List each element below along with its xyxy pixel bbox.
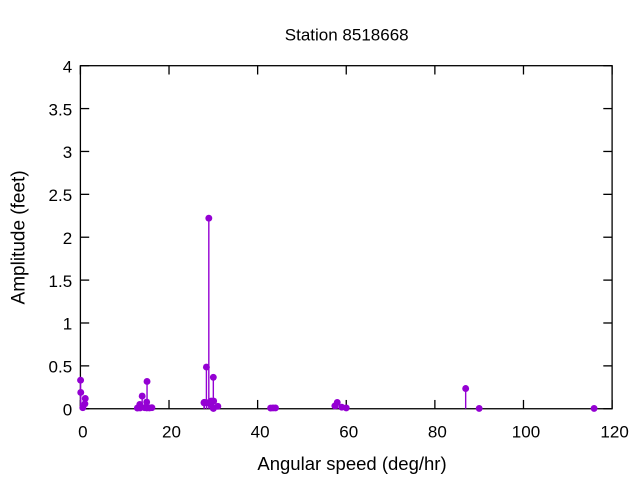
svg-text:1: 1	[63, 315, 72, 334]
svg-text:0.5: 0.5	[49, 358, 73, 377]
svg-text:20: 20	[162, 422, 181, 441]
svg-text:Amplitude (feet): Amplitude (feet)	[9, 170, 30, 304]
svg-text:60: 60	[339, 422, 358, 441]
svg-text:100: 100	[512, 422, 540, 441]
svg-text:40: 40	[251, 422, 270, 441]
svg-text:2: 2	[63, 229, 72, 248]
svg-text:0: 0	[63, 400, 72, 419]
svg-text:80: 80	[428, 422, 447, 441]
svg-text:120: 120	[600, 422, 628, 441]
svg-text:2.5: 2.5	[49, 186, 73, 205]
svg-text:0: 0	[78, 422, 87, 441]
svg-text:3.5: 3.5	[49, 100, 73, 119]
svg-text:Station 8518668: Station 8518668	[285, 26, 409, 45]
svg-text:4: 4	[63, 57, 72, 76]
svg-text:3: 3	[63, 143, 72, 162]
svg-text:1.5: 1.5	[49, 272, 73, 291]
svg-text:Angular speed (deg/hr): Angular speed (deg/hr)	[257, 453, 446, 474]
